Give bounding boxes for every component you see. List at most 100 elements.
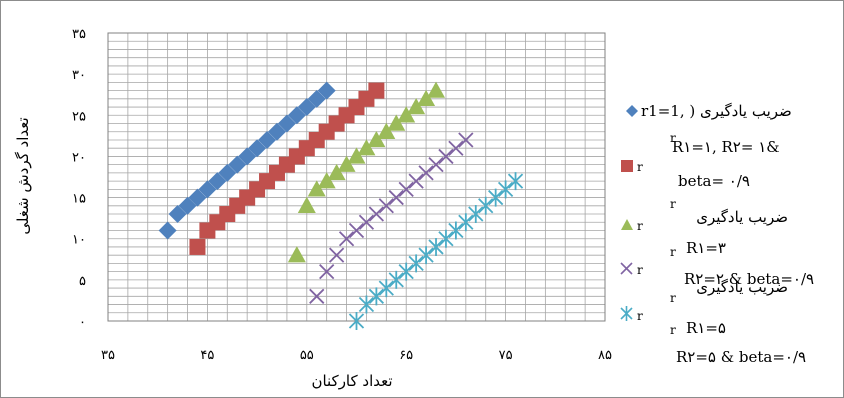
data-point: [307, 180, 326, 197]
legend: ضریب یادگیری ( ,r1=1 R۱=۱, R۲= ۱& r r be…: [620, 102, 814, 366]
data-point: [338, 231, 355, 247]
legend-stray-r: r: [670, 323, 676, 337]
y-tick-label: ۳۰: [72, 68, 86, 83]
legend-label-series-5-b: R۱=۵: [686, 319, 726, 337]
data-point: [287, 246, 306, 263]
data-point: [408, 254, 424, 273]
x-axis-title: تعداد کارکنان: [311, 372, 392, 390]
data-point: [267, 122, 286, 141]
data-point: [408, 173, 424, 189]
data-point: [507, 172, 524, 191]
data-point: [407, 98, 426, 115]
x-tick-label: ۵۵: [300, 348, 314, 363]
data-point: [438, 229, 454, 248]
data-point: [418, 165, 434, 181]
x-tick-label: ۴۵: [200, 348, 214, 363]
y-tick-label: ۳۵: [72, 27, 86, 42]
data-point: [428, 237, 444, 256]
data-point: [438, 148, 454, 165]
data-point: [368, 206, 385, 222]
legend-marker-asterisk: [620, 306, 633, 321]
series-2: [189, 82, 385, 255]
y-tick-label: ۲۰: [72, 150, 86, 165]
legend-label-series-5-a: ضریب یادگیری: [696, 278, 788, 296]
data-point: [448, 140, 464, 156]
data-point: [327, 163, 346, 181]
y-tick-label: ۱۵: [72, 192, 86, 207]
y-tick-label: ۵: [79, 274, 86, 289]
data-point: [478, 196, 494, 215]
y-axis-title: تعداد گردش شغلی: [14, 117, 32, 234]
series-3: [287, 81, 446, 263]
series-layer: [158, 81, 524, 330]
data-point: [228, 155, 247, 174]
legend-label-series-1-c: beta= ۰/۹: [678, 172, 750, 190]
data-point: [468, 205, 484, 224]
data-point: [377, 122, 396, 139]
data-point: [367, 130, 386, 148]
data-point: [319, 263, 335, 280]
series-5: [348, 172, 524, 330]
tick-labels: ۳۵ ۴۵ ۵۵ ۶۵ ۷۵ ۸۵ ۰ ۵ ۱۰ ۱۵ ۲۰ ۲۵ ۳۰ ۳۵: [72, 27, 612, 363]
legend-label-series-5: r: [637, 309, 643, 323]
legend-label-series-3-a: ضریب یادگیری: [696, 208, 788, 226]
data-point: [238, 147, 257, 166]
data-point: [358, 214, 375, 230]
data-point: [258, 130, 277, 149]
data-point: [398, 181, 414, 197]
legend-marker-diamond: [626, 105, 638, 117]
data-point: [357, 139, 376, 156]
data-point: [317, 81, 336, 100]
y-tick-label: ۰: [79, 315, 86, 330]
data-point: [397, 106, 416, 123]
data-point: [277, 114, 296, 133]
data-point: [198, 180, 217, 199]
legend-marker-x: [620, 262, 633, 275]
legend-label-series-4-a: R۲=۲ & beta=۰/۹: [684, 270, 814, 288]
data-point: [297, 196, 316, 213]
data-point: [317, 172, 336, 189]
data-point: [168, 205, 187, 224]
legend-label-series-4: r: [637, 263, 643, 277]
data-point: [218, 163, 237, 182]
grid: [108, 33, 605, 321]
data-point: [488, 188, 504, 207]
data-point: [348, 222, 365, 239]
legend-label-series-3-b: R۱=۳: [686, 239, 726, 257]
plot-area: [107, 32, 606, 322]
data-point: [188, 188, 207, 207]
data-point: [458, 213, 474, 232]
data-point: [418, 246, 434, 265]
data-point: [448, 221, 464, 240]
data-point: [458, 132, 474, 148]
x-tick-label: ۶۵: [399, 348, 413, 363]
x-tick-label: ۳۵: [101, 348, 115, 363]
data-point: [388, 189, 404, 206]
legend-label-series-1: ضریب یادگیری ( ,r1=1: [641, 102, 792, 120]
data-point: [297, 98, 316, 117]
data-point: [387, 114, 406, 131]
data-point: [358, 295, 375, 314]
data-point: [398, 262, 414, 281]
data-point: [368, 82, 385, 99]
y-tick-label: ۲۵: [72, 109, 86, 124]
data-point: [348, 312, 365, 330]
data-point: [189, 238, 206, 255]
data-point: [178, 196, 197, 215]
data-point: [309, 288, 325, 304]
legend-stray-r: r: [670, 245, 676, 259]
data-point: [417, 89, 436, 107]
data-point: [287, 106, 306, 125]
data-point: [337, 155, 356, 172]
legend-marker-triangle: [621, 219, 633, 230]
legend-stray-r: r: [670, 197, 676, 211]
data-point: [378, 198, 394, 214]
y-tick-label: ۱۰: [72, 233, 86, 248]
x-tick-label: ۷۵: [499, 348, 513, 363]
legend-label-series-5-c: R۲=۵ & beta=۰/۹: [676, 348, 806, 366]
data-point: [497, 180, 514, 199]
legend-label-series-2: r: [637, 160, 643, 174]
x-tick-label: ۸۵: [598, 348, 612, 363]
series-4: [309, 132, 474, 304]
